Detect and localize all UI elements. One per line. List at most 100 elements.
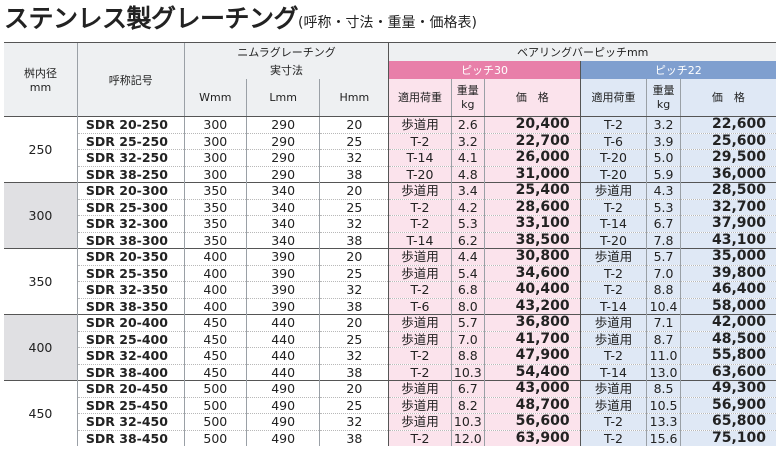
header-price-30: 価 格 [483, 79, 581, 117]
weight-p22: 5.9 [646, 165, 681, 183]
price-p22: 49,300 [679, 380, 776, 397]
length-value: 490 [245, 396, 320, 414]
model-code: SDR 25-300 [76, 198, 185, 216]
weight-p30: 4.8 [450, 165, 485, 183]
load-p30: T-20 [388, 165, 452, 183]
diameter-cell: 350 [4, 248, 78, 315]
diameter-cell: 250 [4, 116, 78, 183]
height-value: 38 [319, 231, 389, 249]
model-code: SDR 25-450 [76, 396, 185, 414]
diameter-cell: 400 [4, 314, 78, 381]
price-p30: 63,900 [483, 429, 581, 446]
load-p22: T-6 [579, 132, 647, 150]
length-value: 490 [245, 380, 320, 397]
price-p30: 28,600 [483, 198, 581, 216]
model-code: SDR 20-300 [76, 182, 185, 199]
price-p30: 48,700 [483, 396, 581, 414]
height-value: 20 [319, 314, 389, 331]
load-p22: 歩道用 [579, 380, 647, 397]
weight-p30: 6.8 [450, 281, 485, 298]
price-p22: 25,600 [679, 132, 776, 150]
table-row: SDR 25-350 400 390 25 歩道用 5.4 34,600 T-2 7.0 39,8… [4, 264, 776, 282]
load-p30: T-6 [388, 297, 452, 315]
weight-p30: 6.2 [450, 231, 485, 249]
price-p30: 38,500 [483, 231, 581, 249]
price-p30: 40,400 [483, 281, 581, 298]
load-p30: T-14 [388, 231, 452, 249]
title-main: ステンレス製グレーチング [4, 4, 299, 33]
model-code: SDR 38-450 [76, 429, 185, 446]
height-value: 38 [319, 297, 389, 315]
weight-p30: 5.4 [450, 264, 485, 282]
header-code: 呼称記号 [76, 42, 185, 117]
height-value: 25 [319, 198, 389, 216]
table-row: SDR 32-400 450 440 32 T-2 8.8 47,900 T-2 11.0 55,… [4, 347, 776, 364]
length-value: 340 [245, 182, 320, 199]
load-p30: 歩道用 [388, 248, 452, 265]
height-value: 25 [319, 396, 389, 414]
table-row: SDR 32-300 350 340 32 T-2 5.3 33,100 T-14 6.7 37,… [4, 215, 776, 232]
table-row: 400 SDR 20-400 450 440 20 歩道用 5.7 36,800 歩道用 7.1 4… [4, 314, 776, 381]
title-sub: (呼称・寸法・重量・価格表) [298, 15, 477, 31]
width-value: 400 [183, 264, 247, 282]
model-code: SDR 32-300 [76, 215, 185, 232]
load-p22: T-20 [579, 231, 647, 249]
table-row: SDR 25-250 300 290 25 T-2 3.2 22,700 T-6 3.9 25,6… [4, 132, 776, 150]
weight-p30: 10.3 [450, 413, 485, 430]
load-p30: 歩道用 [388, 264, 452, 282]
weight-p30: 8.2 [450, 396, 485, 414]
model-code: SDR 20-450 [76, 380, 185, 397]
price-p30: 56,600 [483, 413, 581, 430]
load-p22: 歩道用 [579, 248, 647, 265]
price-p22: 43,100 [679, 231, 776, 249]
header-w: Wmm [183, 79, 247, 117]
width-value: 300 [183, 116, 247, 133]
load-p22: T-2 [579, 281, 647, 298]
price-p22: 35,000 [679, 248, 776, 265]
width-value: 300 [183, 132, 247, 150]
price-p30: 54,400 [483, 363, 581, 381]
length-value: 340 [245, 198, 320, 216]
width-value: 500 [183, 396, 247, 414]
model-code: SDR 20-350 [76, 248, 185, 265]
load-p30: 歩道用 [388, 380, 452, 397]
width-value: 400 [183, 281, 247, 298]
load-p22: 歩道用 [579, 396, 647, 414]
length-value: 390 [245, 281, 320, 298]
height-value: 32 [319, 347, 389, 364]
length-value: 290 [245, 116, 320, 133]
load-p30: T-2 [388, 347, 452, 364]
price-p30: 43,000 [483, 380, 581, 397]
height-value: 20 [319, 182, 389, 199]
load-p22: T-2 [579, 429, 647, 446]
header-weight-22: 重量 kg [646, 79, 681, 117]
weight-p22: 7.1 [646, 314, 681, 331]
header-price-22: 価 格 [679, 79, 776, 117]
weight-p22: 13.3 [646, 413, 681, 430]
width-value: 500 [183, 429, 247, 446]
price-p22: 56,900 [679, 396, 776, 414]
length-value: 290 [245, 149, 320, 166]
load-p30: T-2 [388, 198, 452, 216]
price-p30: 26,000 [483, 149, 581, 166]
price-p30: 20,400 [483, 116, 581, 133]
price-p30: 36,800 [483, 314, 581, 331]
width-value: 350 [183, 198, 247, 216]
weight-p30: 4.1 [450, 149, 485, 166]
price-p30: 22,700 [483, 132, 581, 150]
length-value: 390 [245, 297, 320, 315]
weight-p30: 8.8 [450, 347, 485, 364]
header-diameter: 桝内径 mm [4, 42, 78, 117]
price-p30: 25,400 [483, 182, 581, 199]
header-l: Lmm [245, 79, 320, 117]
length-value: 290 [245, 132, 320, 150]
weight-p22: 5.0 [646, 149, 681, 166]
width-value: 350 [183, 182, 247, 199]
table-row: SDR 25-400 450 440 25 歩道用 7.0 41,700 歩道用 8.7 48,5… [4, 330, 776, 348]
price-p22: 22,600 [679, 116, 776, 133]
weight-p22: 11.0 [646, 347, 681, 364]
load-p22: 歩道用 [579, 182, 647, 199]
weight-p22: 8.5 [646, 380, 681, 397]
height-value: 20 [319, 248, 389, 265]
model-code: SDR 32-400 [76, 347, 185, 364]
